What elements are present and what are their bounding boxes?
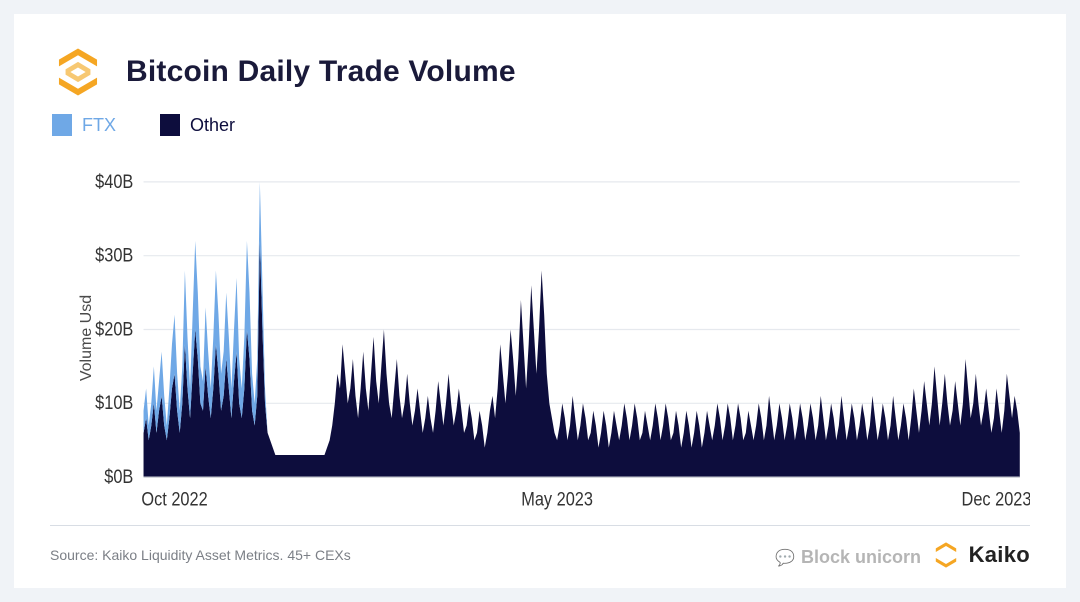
kaiko-logo-icon (50, 44, 106, 100)
brand: Kaiko (931, 540, 1030, 570)
legend-swatch (160, 114, 180, 136)
chart-card: Bitcoin Daily Trade Volume FTX Other Vol… (14, 14, 1066, 588)
wechat-icon: 💬 (775, 548, 795, 568)
kaiko-brand-icon (931, 540, 961, 570)
legend: FTX Other (50, 114, 1030, 136)
svg-text:$40B: $40B (95, 171, 133, 192)
brand-label: Kaiko (969, 542, 1030, 568)
legend-item-ftx: FTX (52, 114, 116, 136)
watermark: 💬 Block unicorn (775, 547, 921, 568)
legend-label: Other (190, 115, 235, 136)
svg-text:$20B: $20B (95, 318, 133, 339)
chart-title: Bitcoin Daily Trade Volume (126, 55, 516, 89)
svg-text:$0B: $0B (104, 466, 133, 487)
header: Bitcoin Daily Trade Volume (50, 44, 1030, 100)
area-chart: $0B $10B $20B $30B $40B Oct 2022 May 2023 Dec 2… (70, 160, 1030, 515)
svg-text:May 2023: May 2023 (521, 488, 593, 509)
chart-area: Volume Usd $0B$10B$20B$30B$40BOct 2022Ma… (50, 160, 1030, 515)
watermark-text: Block unicorn (801, 547, 921, 568)
svg-text:$10B: $10B (95, 392, 133, 413)
plot: $0B $10B $20B $30B $40B Oct 2022 May 2023 Dec 2… (70, 160, 1030, 515)
source-text: Source: Kaiko Liquidity Asset Metrics. 4… (50, 547, 351, 563)
svg-text:$30B: $30B (95, 244, 133, 265)
legend-label: FTX (82, 115, 116, 136)
legend-item-other: Other (160, 114, 235, 136)
svg-text:Dec 2023: Dec 2023 (962, 488, 1030, 509)
svg-text:Oct 2022: Oct 2022 (141, 488, 207, 509)
legend-swatch (52, 114, 72, 136)
